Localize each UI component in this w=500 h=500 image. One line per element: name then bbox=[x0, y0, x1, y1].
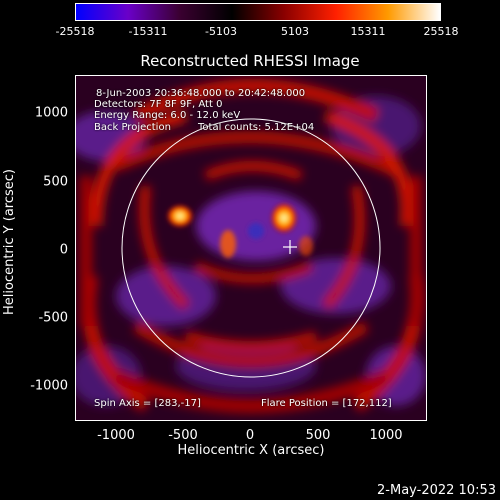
image-plot: 8-Jun-2003 20:36:48.000 to 20:42:48.000 … bbox=[75, 75, 427, 421]
ripple-pattern bbox=[76, 79, 426, 413]
x-tick-label: -500 bbox=[168, 428, 198, 443]
colorbar-tick: 5103 bbox=[281, 25, 309, 38]
total-counts-label: Total counts: 5.12E+04 bbox=[198, 122, 315, 133]
x-tick-label: -1000 bbox=[97, 428, 135, 443]
y-tick-label: -500 bbox=[38, 310, 68, 326]
spin-axis-label: Spin Axis = [283,-17] bbox=[94, 398, 201, 409]
method-label: Back Projection bbox=[94, 122, 171, 133]
x-tick-label: 500 bbox=[305, 428, 331, 443]
y-tick-label: -1000 bbox=[30, 378, 68, 394]
colorbar-tick: -5103 bbox=[205, 25, 237, 38]
time-range-label: 8-Jun-2003 20:36:48.000 to 20:42:48.000 bbox=[96, 88, 306, 99]
colorbar-tick: -15311 bbox=[128, 25, 168, 38]
colorbar bbox=[75, 3, 441, 21]
colorbar-tick: 25518 bbox=[423, 25, 459, 38]
source-right bbox=[270, 202, 298, 234]
source-left bbox=[166, 204, 194, 228]
colorbar-tick: -25518 bbox=[55, 25, 95, 38]
flare-position-label: Flare Position = [172,112] bbox=[261, 398, 392, 409]
detectors-label: Detectors: 7F 8F 9F, Att 0 bbox=[94, 99, 223, 110]
colorbar-tick: 15311 bbox=[350, 25, 386, 38]
y-tick-label: 0 bbox=[59, 242, 68, 258]
y-axis-label: Heliocentric Y (arcsec) bbox=[2, 169, 17, 315]
reconstructed-image bbox=[76, 76, 426, 420]
timestamp: 2-May-2022 10:53 bbox=[377, 483, 496, 498]
energy-range-label: Energy Range: 6.0 - 12.0 keV bbox=[94, 110, 241, 121]
bright-sources bbox=[166, 202, 313, 258]
x-tick-label: 1000 bbox=[369, 428, 403, 443]
spin-axis-marker bbox=[283, 240, 297, 254]
x-tick-label: 0 bbox=[245, 428, 255, 443]
y-tick-label: 1000 bbox=[34, 105, 68, 121]
x-axis-label: Heliocentric X (arcsec) bbox=[177, 443, 325, 458]
plot-title: Reconstructed RHESSI Image bbox=[140, 52, 360, 70]
solar-limb-circle bbox=[121, 118, 381, 378]
y-tick-label: 500 bbox=[43, 174, 68, 190]
